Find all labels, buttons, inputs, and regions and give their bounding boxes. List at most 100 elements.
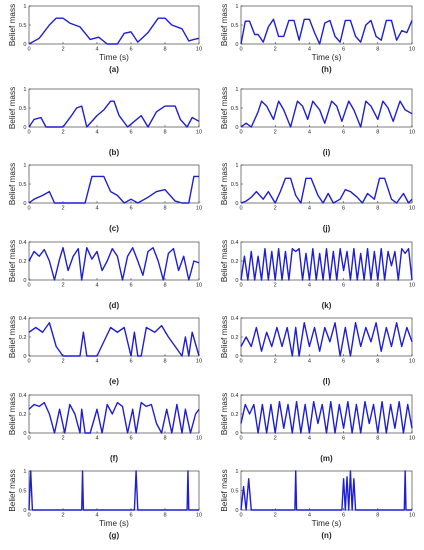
x-tick-label: 10 xyxy=(409,130,415,136)
y-axis-label: Belief mass xyxy=(220,87,229,129)
axes-frame xyxy=(28,164,200,204)
x-tick-label: 10 xyxy=(409,283,415,289)
panel-caption: (n) xyxy=(321,531,332,540)
x-tick-label: 0 xyxy=(239,283,242,289)
belief-mass-line xyxy=(28,322,200,357)
x-tick-label: 6 xyxy=(129,359,132,365)
axes-frame xyxy=(240,317,413,357)
y-tick-label: 0.4 xyxy=(231,316,239,322)
x-tick-label: 8 xyxy=(376,283,379,289)
panel-caption: (h) xyxy=(321,65,332,74)
x-tick-label: 10 xyxy=(196,436,202,442)
x-tick-label: 6 xyxy=(342,436,345,442)
panel-caption: (i) xyxy=(323,148,331,157)
x-tick-label: 8 xyxy=(163,359,166,365)
x-tick-label: 8 xyxy=(163,206,166,212)
y-tick-label: 0.2 xyxy=(231,335,239,341)
y-tick-label: 0.5 xyxy=(19,182,27,188)
y-tick-label: 0.2 xyxy=(231,412,239,418)
y-tick-label: 0 xyxy=(23,431,26,437)
x-tick-label: 2 xyxy=(274,283,277,289)
x-tick-label: 2 xyxy=(274,206,277,212)
x-tick-label: 4 xyxy=(308,47,311,53)
y-axis-label: Belief mass xyxy=(8,316,17,358)
x-tick-label: 2 xyxy=(274,436,277,442)
axes-frame xyxy=(28,88,200,128)
x-tick-label: 4 xyxy=(95,206,98,212)
y-tick-label: 0 xyxy=(235,125,238,131)
panel-g: 0 2 4 6 8 10 0 0.5 1 Belief mass Time (s) (g) xyxy=(8,469,202,540)
y-axis-label: Belief mass xyxy=(220,4,229,46)
y-tick-label: 0.4 xyxy=(19,316,27,322)
y-tick-label: 0.5 xyxy=(231,489,239,495)
x-tick-label: 0 xyxy=(239,206,242,212)
y-tick-label: 0.4 xyxy=(19,240,27,246)
y-axis-label: Belief mass xyxy=(220,393,229,435)
panel-caption: (j) xyxy=(323,224,331,233)
y-tick-label: 0 xyxy=(235,431,238,437)
y-tick-label: 0 xyxy=(235,508,238,514)
axes-frame xyxy=(240,88,413,128)
y-tick-label: 0 xyxy=(23,278,26,284)
y-tick-label: 0.5 xyxy=(231,106,239,112)
y-tick-label: 0 xyxy=(23,42,26,48)
y-tick-label: 0 xyxy=(235,354,238,360)
x-tick-label: 4 xyxy=(308,359,311,365)
x-tick-label: 4 xyxy=(308,283,311,289)
y-tick-label: 0.2 xyxy=(231,259,239,265)
x-tick-label: 0 xyxy=(239,130,242,136)
axes-frame xyxy=(28,317,200,357)
axes-frame xyxy=(28,241,200,281)
x-tick-label: 2 xyxy=(274,47,277,53)
y-tick-label: 0.4 xyxy=(19,393,27,399)
belief-mass-line xyxy=(240,100,413,128)
y-tick-label: 0.5 xyxy=(231,182,239,188)
y-tick-label: 0 xyxy=(235,42,238,48)
x-tick-label: 6 xyxy=(129,513,132,519)
x-tick-label: 2 xyxy=(61,513,64,519)
y-tick-label: 0 xyxy=(235,201,238,207)
belief-mass-line xyxy=(28,470,199,511)
y-tick-label: 0.5 xyxy=(19,489,27,495)
belief-mass-line xyxy=(28,17,200,45)
x-tick-label: 0 xyxy=(239,47,242,53)
y-tick-label: 1 xyxy=(235,4,238,10)
x-tick-label: 10 xyxy=(196,206,202,212)
x-tick-label: 0 xyxy=(27,436,30,442)
panel-caption: (d) xyxy=(109,301,120,310)
y-tick-label: 0 xyxy=(235,278,238,284)
x-tick-label: 2 xyxy=(61,130,64,136)
x-tick-label: 2 xyxy=(61,47,64,53)
panel-h: 0 2 4 6 8 10 0 0.5 1 Belief mass Time (s) (h) xyxy=(220,4,415,74)
y-tick-label: 1 xyxy=(23,4,26,10)
belief-mass-line xyxy=(28,246,200,281)
x-tick-label: 2 xyxy=(274,359,277,365)
x-tick-label: 8 xyxy=(163,130,166,136)
y-tick-label: 1 xyxy=(235,87,238,93)
x-tick-label: 8 xyxy=(163,47,166,53)
x-tick-label: 4 xyxy=(95,47,98,53)
x-axis-label: Time (s) xyxy=(99,519,129,528)
x-tick-label: 8 xyxy=(376,436,379,442)
belief-mass-line xyxy=(28,175,199,204)
x-axis-label: Time (s) xyxy=(312,53,342,62)
axes-frame xyxy=(240,394,413,434)
x-tick-label: 8 xyxy=(163,513,166,519)
y-tick-label: 1 xyxy=(23,469,26,475)
y-tick-label: 1 xyxy=(23,163,26,169)
x-tick-label: 10 xyxy=(409,359,415,365)
x-tick-label: 0 xyxy=(27,206,30,212)
x-axis-label: Time (s) xyxy=(312,519,342,528)
x-tick-label: 2 xyxy=(61,283,64,289)
x-tick-label: 6 xyxy=(342,359,345,365)
y-axis-label: Belief mass xyxy=(8,4,17,46)
x-tick-label: 2 xyxy=(274,513,277,519)
y-axis-label: Belief mass xyxy=(220,316,229,358)
x-axis-label: Time (s) xyxy=(99,53,129,62)
x-tick-label: 10 xyxy=(196,47,202,53)
y-tick-label: 0 xyxy=(23,201,26,207)
